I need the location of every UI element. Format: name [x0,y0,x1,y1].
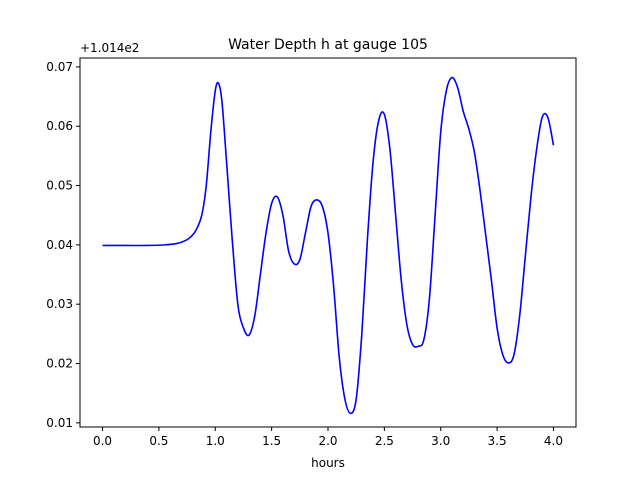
chart-title: Water Depth h at gauge 105 [228,37,428,53]
x-tick-label: 3.0 [431,434,450,448]
y-tick-label: 0.06 [46,119,73,133]
y-tick-label: 0.01 [46,416,73,430]
y-tick-label: 0.05 [46,179,73,193]
y-tick-label: 0.07 [46,60,73,74]
x-tick-label: 2.0 [318,434,337,448]
x-tick-label: 3.5 [488,434,507,448]
x-axis-label: hours [311,456,345,470]
x-tick-label: 4.0 [544,434,563,448]
y-tick-label: 0.04 [46,238,73,252]
x-tick-label: 1.5 [262,434,281,448]
y-offset-label: +1.014e2 [80,41,139,55]
plot-frame [79,57,577,428]
x-tick-label: 2.5 [375,434,394,448]
y-tick-label: 0.02 [46,357,73,371]
x-tick-label: 0.5 [149,434,168,448]
series-line [102,76,555,415]
x-axis: 0.0 0.5 1.0 1.5 2.0 2.5 3.0 3.5 4.0 [93,427,563,448]
y-tick-label: 0.03 [46,297,73,311]
x-tick-label: 0.0 [93,434,112,448]
x-tick-label: 1.0 [206,434,225,448]
y-axis: 0.01 0.02 0.03 0.04 0.05 0.06 0.07 [46,60,80,430]
